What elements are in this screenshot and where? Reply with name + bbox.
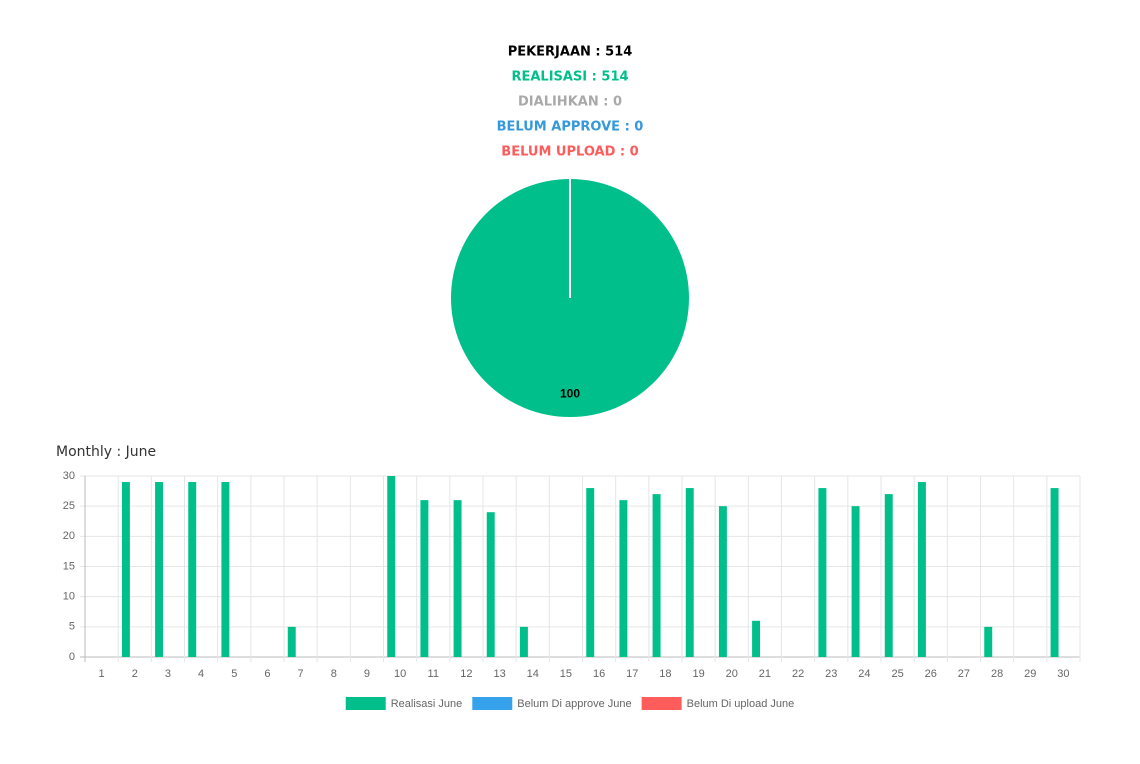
bar — [420, 500, 429, 657]
x-tick-label: 13 — [493, 668, 505, 680]
x-tick-label: 7 — [298, 668, 304, 680]
legend-label: Belum Di approve June — [517, 698, 631, 710]
x-tick-label: 10 — [394, 668, 406, 680]
x-tick-label: 17 — [626, 668, 638, 680]
legend-swatch — [345, 697, 386, 710]
x-tick-label: 12 — [460, 668, 472, 680]
y-tick-label: 10 — [63, 591, 75, 603]
y-tick-label: 5 — [69, 621, 75, 633]
summary-line: PEKERJAAN : 514 — [508, 45, 633, 60]
bar — [619, 500, 628, 657]
bar — [486, 512, 495, 657]
bar — [984, 626, 993, 657]
x-tick-label: 6 — [264, 668, 270, 680]
x-tick-label: 24 — [858, 668, 870, 680]
bar — [917, 482, 926, 657]
x-tick-label: 5 — [231, 668, 237, 680]
y-tick-label: 25 — [63, 500, 75, 512]
bar-title: Monthly : June — [56, 444, 156, 460]
y-tick-label: 0 — [69, 651, 75, 663]
legend-swatch — [472, 697, 513, 710]
bar — [818, 488, 827, 657]
y-tick-label: 30 — [63, 470, 75, 482]
summary-line: REALISASI : 514 — [511, 70, 628, 85]
bar — [685, 488, 694, 657]
x-tick-label: 9 — [364, 668, 370, 680]
bar — [652, 494, 661, 657]
x-tick-label: 23 — [825, 668, 837, 680]
summary-line: BELUM UPLOAD : 0 — [501, 145, 638, 160]
x-tick-label: 11 — [428, 668, 439, 680]
bar — [387, 476, 396, 657]
x-tick-label: 26 — [925, 668, 937, 680]
bar — [188, 482, 197, 657]
x-tick-label: 29 — [1024, 668, 1036, 680]
bar — [752, 620, 761, 657]
x-tick-label: 8 — [331, 668, 337, 680]
legend-swatch — [641, 697, 682, 710]
x-tick-label: 27 — [958, 668, 970, 680]
x-tick-label: 1 — [99, 668, 105, 680]
x-tick-label: 20 — [726, 668, 738, 680]
bar — [851, 506, 860, 657]
bar — [453, 500, 462, 657]
bar — [221, 482, 230, 657]
x-tick-label: 14 — [527, 668, 539, 680]
bar — [884, 494, 893, 657]
x-tick-label: 22 — [792, 668, 804, 680]
bar — [287, 626, 296, 657]
pie-label: 100 — [560, 387, 580, 401]
legend-label: Belum Di upload June — [687, 698, 795, 710]
bar — [519, 626, 528, 657]
x-tick-label: 25 — [891, 668, 903, 680]
x-tick-label: 16 — [593, 668, 605, 680]
bar — [586, 488, 595, 657]
x-tick-label: 3 — [165, 668, 171, 680]
y-tick-label: 20 — [63, 530, 75, 542]
summary-line: DIALIHKAN : 0 — [518, 95, 622, 110]
legend-label: Realisasi June — [391, 698, 463, 710]
x-tick-label: 2 — [132, 668, 138, 680]
summary-line: BELUM APPROVE : 0 — [497, 120, 644, 135]
x-tick-label: 19 — [692, 668, 704, 680]
bar — [718, 506, 727, 657]
x-tick-label: 15 — [560, 668, 572, 680]
x-tick-label: 18 — [659, 668, 671, 680]
x-tick-label: 28 — [991, 668, 1003, 680]
y-tick-label: 15 — [63, 560, 75, 572]
bar — [1050, 488, 1059, 657]
x-tick-label: 21 — [759, 668, 771, 680]
bar — [121, 482, 130, 657]
x-tick-label: 4 — [198, 668, 204, 680]
x-tick-label: 30 — [1057, 668, 1069, 680]
bar — [155, 482, 164, 657]
